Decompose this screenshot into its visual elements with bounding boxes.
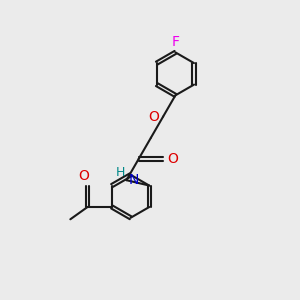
Text: O: O — [78, 169, 89, 183]
Text: O: O — [167, 152, 178, 166]
Text: O: O — [148, 110, 159, 124]
Text: F: F — [171, 35, 179, 49]
Text: N: N — [128, 173, 139, 187]
Text: H: H — [116, 166, 125, 179]
